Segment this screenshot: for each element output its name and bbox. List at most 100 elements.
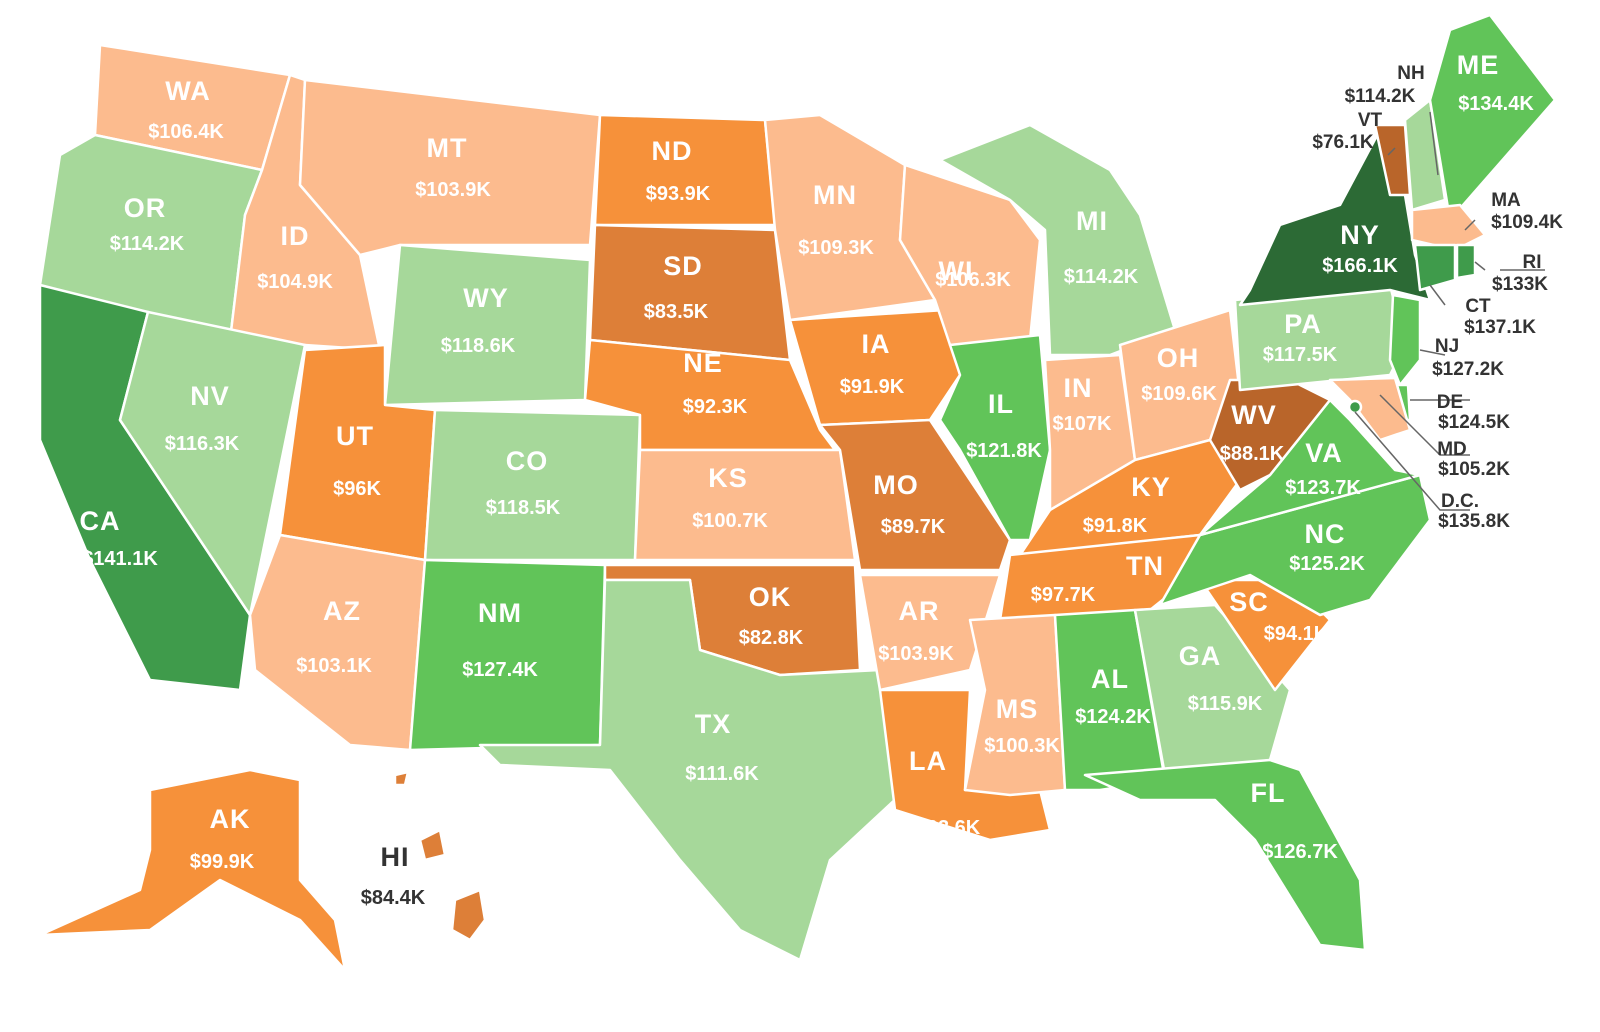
label-tn-value: $97.7K	[1031, 584, 1096, 606]
state-nh[interactable]	[1403, 98, 1447, 212]
state-ia[interactable]	[788, 308, 962, 427]
state-wy[interactable]	[383, 243, 592, 407]
state-nm[interactable]	[408, 558, 607, 752]
label-ri-abbr: RI	[1523, 252, 1542, 273]
label-ks-abbr: KS	[708, 463, 748, 493]
label-ny-value: $166.1K	[1322, 255, 1398, 277]
state-nc[interactable]	[1158, 473, 1432, 617]
state-me[interactable]	[1428, 13, 1557, 222]
label-ne-abbr: NE	[683, 348, 723, 378]
label-ks-value: $100.7K	[692, 510, 768, 532]
label-nc-abbr: NC	[1305, 519, 1346, 549]
label-pa-abbr: PA	[1284, 309, 1322, 339]
label-md-value: $105.2K	[1438, 459, 1510, 480]
label-sc-abbr: SC	[1229, 587, 1269, 617]
label-nj-value: $127.2K	[1432, 359, 1504, 380]
label-ms-value: $100.3K	[984, 735, 1060, 757]
label-ct-abbr: CT	[1465, 296, 1491, 317]
label-me-value: $134.4K	[1458, 93, 1534, 115]
label-mo-value: $89.7K	[881, 516, 946, 538]
state-ks[interactable]	[633, 448, 857, 562]
label-nd-value: $93.9K	[646, 183, 711, 205]
state-hi-island-3[interactable]	[393, 770, 410, 787]
state-ny[interactable]	[1238, 128, 1432, 307]
label-ia-abbr: IA	[862, 329, 891, 359]
label-mt-value: $103.9K	[415, 179, 491, 201]
state-ak[interactable]	[38, 768, 347, 972]
label-dc-abbr: D.C.	[1441, 491, 1479, 512]
label-oh-abbr: OH	[1157, 343, 1200, 373]
label-al-abbr: AL	[1091, 664, 1129, 694]
label-ny-abbr: NY	[1340, 220, 1380, 250]
label-az-abbr: AZ	[323, 596, 361, 626]
label-id-abbr: ID	[281, 221, 310, 251]
label-me-abbr: ME	[1457, 50, 1500, 80]
state-md[interactable]	[1328, 376, 1412, 442]
label-dc-value: $135.8K	[1438, 511, 1510, 532]
state-hi-island-2[interactable]	[418, 828, 447, 862]
label-mi-value: $114.2K	[1064, 266, 1139, 288]
label-il-value: $121.8K	[966, 440, 1042, 462]
label-vt-value: $76.1K	[1312, 132, 1374, 153]
label-wv-value: $88.1K	[1220, 443, 1285, 465]
state-ct[interactable]	[1413, 243, 1457, 292]
state-hi-island-1[interactable]	[450, 888, 487, 942]
label-ak-abbr: AK	[210, 804, 251, 834]
state-tx[interactable]	[478, 578, 902, 962]
label-wy-abbr: WY	[463, 283, 509, 313]
state-az[interactable]	[248, 533, 427, 752]
state-co[interactable]	[423, 408, 642, 562]
label-ma-value: $109.4K	[1491, 212, 1563, 233]
label-nh-abbr: NH	[1397, 63, 1424, 84]
label-wy-value: $118.6K	[441, 335, 516, 357]
label-md-abbr: MD	[1437, 439, 1467, 460]
label-al-value: $124.2K	[1075, 706, 1151, 728]
state-nd[interactable]	[593, 113, 777, 227]
label-va-abbr: VA	[1305, 438, 1343, 468]
label-vt-abbr: VT	[1358, 110, 1383, 131]
label-mn-value: $109.3K	[798, 237, 874, 259]
label-oh-value: $109.6K	[1141, 383, 1217, 405]
label-in-abbr: IN	[1064, 373, 1093, 403]
label-wi-abbr: WI	[939, 256, 974, 286]
label-sd-value: $83.5K	[644, 301, 709, 323]
label-nm-abbr: NM	[478, 598, 522, 628]
state-mo[interactable]	[818, 418, 1012, 572]
label-wi-value: $106.3K	[935, 269, 1011, 291]
label-va-value: $123.7K	[1285, 477, 1361, 499]
label-ak-value: $99.9K	[190, 851, 255, 873]
state-sd[interactable]	[588, 223, 792, 362]
dc-marker[interactable]	[1347, 399, 1363, 415]
state-il[interactable]	[938, 333, 1052, 542]
label-co-value: $118.5K	[486, 497, 561, 519]
label-or-abbr: OR	[124, 193, 167, 223]
label-il-abbr: IL	[988, 389, 1014, 419]
label-ut-value: $96K	[333, 478, 381, 500]
label-in-value: $107K	[1053, 413, 1112, 435]
label-co-abbr: CO	[506, 446, 549, 476]
label-sd-abbr: SD	[663, 251, 703, 281]
label-ma-abbr: MA	[1491, 190, 1521, 211]
label-ri-value: $133K	[1492, 274, 1548, 295]
label-la-abbr: LA	[909, 746, 947, 776]
label-ga-abbr: GA	[1179, 641, 1222, 671]
state-fl[interactable]	[1083, 758, 1367, 952]
state-ma[interactable]	[1410, 203, 1487, 252]
state-mt[interactable]	[298, 78, 602, 257]
state-la[interactable]	[878, 688, 1052, 842]
label-or-value: $114.2K	[110, 233, 185, 255]
label-nc-value: $125.2K	[1289, 553, 1365, 575]
label-de-value: $124.5K	[1438, 412, 1510, 433]
label-nv-value: $116.3K	[165, 433, 240, 455]
state-ar[interactable]	[858, 573, 1002, 692]
label-ar-abbr: AR	[899, 596, 940, 626]
state-ri[interactable]	[1455, 243, 1477, 280]
label-ky-value: $91.8K	[1083, 515, 1148, 537]
label-wv-abbr: WV	[1231, 400, 1277, 430]
state-nj[interactable]	[1388, 293, 1422, 387]
label-tx-value: $111.6K	[685, 763, 759, 785]
label-nh-value: $114.2K	[1345, 86, 1416, 107]
label-nm-value: $127.4K	[462, 659, 538, 681]
label-mi-abbr: MI	[1076, 206, 1108, 236]
